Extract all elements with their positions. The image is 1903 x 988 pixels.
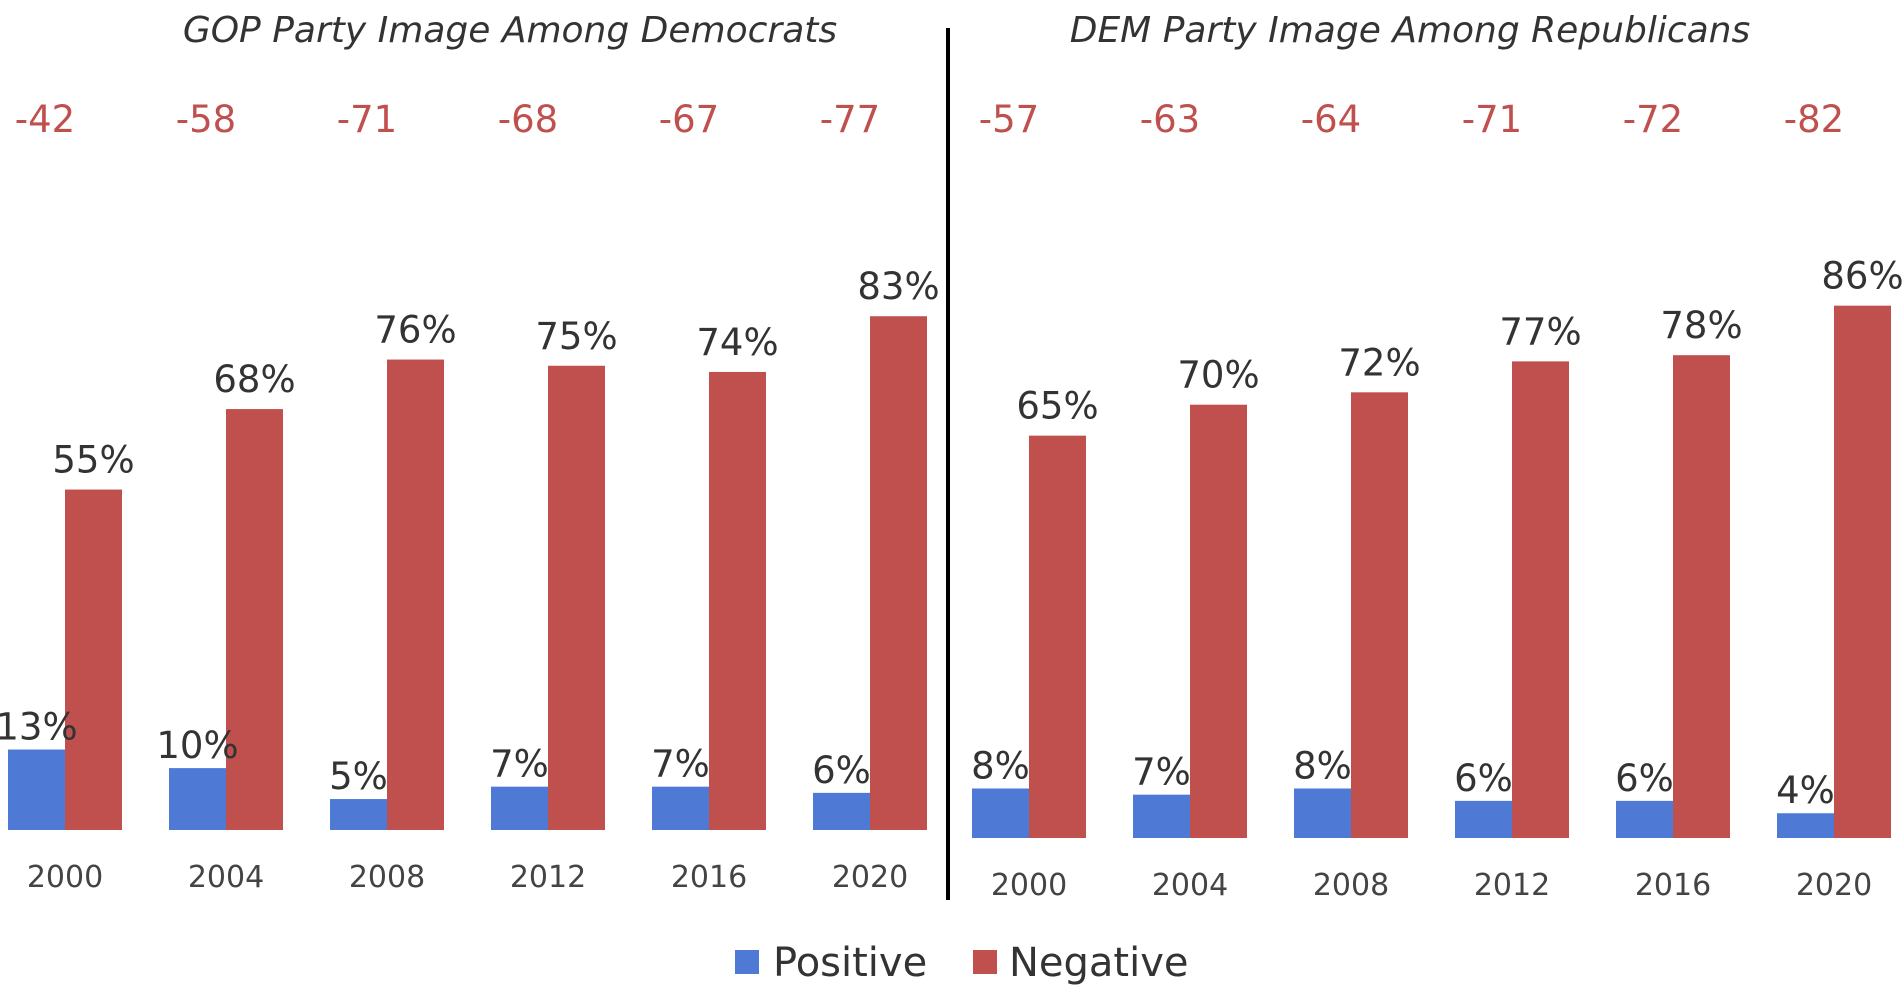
bars-layer: 13% 55% -42 2000 10% 68% -58 2004 5% 76% -71 2008 7%… xyxy=(0,98,1903,903)
net-difference-label: -63 xyxy=(1140,98,1200,141)
net-difference-label: -77 xyxy=(820,98,880,141)
positive-value-label: 10% xyxy=(156,724,238,767)
bar-positive xyxy=(1616,800,1673,838)
negative-value-label: 75% xyxy=(535,315,617,358)
net-difference-label: -82 xyxy=(1784,98,1844,141)
negative-value-label: 86% xyxy=(1821,255,1903,298)
x-tick-label: 2012 xyxy=(510,860,586,895)
bar-negative xyxy=(65,489,122,830)
negative-value-label: 76% xyxy=(374,309,456,352)
x-tick-label: 2004 xyxy=(188,860,264,895)
net-difference-label: -71 xyxy=(337,98,397,141)
bar-positive xyxy=(1455,800,1512,838)
net-difference-label: -64 xyxy=(1301,98,1361,141)
bar-negative xyxy=(548,365,605,830)
negative-value-label: 72% xyxy=(1338,341,1420,384)
x-tick-label: 2020 xyxy=(832,860,908,895)
bar-positive xyxy=(813,792,870,830)
net-difference-label: -72 xyxy=(1623,98,1683,141)
bar-positive xyxy=(1133,794,1190,838)
bar-positive xyxy=(652,786,709,830)
positive-value-label: 6% xyxy=(1615,757,1674,800)
legend-negative-swatch xyxy=(973,950,997,974)
positive-value-label: 4% xyxy=(1776,769,1835,812)
positive-value-label: 7% xyxy=(651,743,710,786)
x-tick-label: 2008 xyxy=(349,860,425,895)
net-difference-label: -57 xyxy=(979,98,1039,141)
bar-negative xyxy=(1190,404,1247,838)
legend-positive-label: Positive xyxy=(773,940,927,986)
x-tick-label: 2000 xyxy=(991,868,1067,903)
x-tick-label: 2004 xyxy=(1152,868,1228,903)
bar-negative xyxy=(709,371,766,830)
x-tick-label: 2012 xyxy=(1474,868,1550,903)
bar-positive xyxy=(8,749,65,830)
x-tick-label: 2020 xyxy=(1796,868,1872,903)
bar-positive xyxy=(491,786,548,830)
negative-value-label: 55% xyxy=(52,439,134,482)
bar-negative xyxy=(870,316,927,831)
net-difference-label: -58 xyxy=(176,98,236,141)
negative-value-label: 77% xyxy=(1499,310,1581,353)
legend-negative-label: Negative xyxy=(1009,940,1189,986)
negative-value-label: 78% xyxy=(1660,304,1742,347)
bar-negative xyxy=(387,359,444,830)
x-tick-label: 2016 xyxy=(671,860,747,895)
positive-value-label: 13% xyxy=(0,706,78,749)
bar-negative xyxy=(1673,355,1730,838)
bar-negative xyxy=(1512,361,1569,838)
positive-value-label: 7% xyxy=(490,743,549,786)
positive-value-label: 6% xyxy=(812,749,871,792)
negative-value-label: 70% xyxy=(1177,354,1259,397)
net-difference-label: -67 xyxy=(659,98,719,141)
bar-positive xyxy=(169,768,226,830)
positive-value-label: 7% xyxy=(1132,751,1191,794)
x-tick-label: 2000 xyxy=(27,860,103,895)
legend-positive-swatch xyxy=(735,950,759,974)
left-panel-title: GOP Party Image Among Democrats xyxy=(183,10,837,51)
bar-negative xyxy=(1834,305,1891,838)
negative-value-label: 68% xyxy=(213,358,295,401)
positive-value-label: 6% xyxy=(1454,757,1513,800)
bar-positive xyxy=(972,788,1029,838)
positive-value-label: 5% xyxy=(329,755,388,798)
negative-value-label: 65% xyxy=(1016,385,1098,428)
bar-negative xyxy=(226,409,283,830)
positive-value-label: 8% xyxy=(1293,744,1352,787)
x-tick-label: 2008 xyxy=(1313,868,1389,903)
bar-positive xyxy=(1777,813,1834,838)
net-difference-label: -68 xyxy=(498,98,558,141)
right-panel-title: DEM Party Image Among Republicans xyxy=(1070,10,1751,51)
bar-negative xyxy=(1029,435,1086,838)
positive-value-label: 8% xyxy=(971,744,1030,787)
negative-value-label: 83% xyxy=(857,265,939,308)
net-difference-label: -71 xyxy=(1462,98,1522,141)
x-tick-label: 2016 xyxy=(1635,868,1711,903)
negative-value-label: 74% xyxy=(696,321,778,364)
bar-negative xyxy=(1351,392,1408,838)
bar-positive xyxy=(1294,788,1351,838)
net-difference-label: -42 xyxy=(15,98,75,141)
bar-positive xyxy=(330,799,387,830)
